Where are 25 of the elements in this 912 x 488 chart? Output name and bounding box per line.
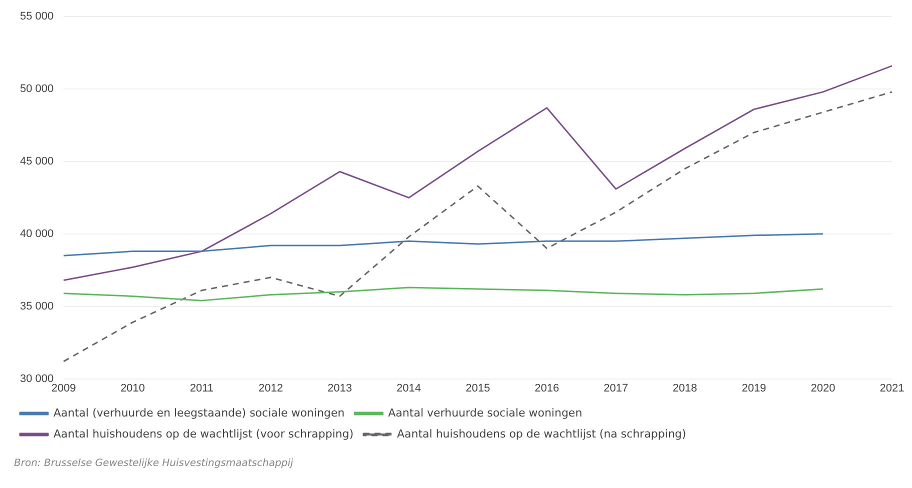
x-tick-label: 2019 bbox=[742, 382, 766, 394]
x-tick-label: 2021 bbox=[880, 382, 904, 394]
legend-label: Aantal huishoudens op de wachtlijst (na schrapping) bbox=[396, 427, 686, 440]
x-tick-label: 2016 bbox=[534, 382, 560, 394]
y-tick-label: 45 000 bbox=[20, 156, 54, 168]
x-tick-label: 2014 bbox=[396, 382, 422, 394]
y-tick-label: 55 000 bbox=[20, 10, 54, 23]
legend-label: Aantal verhuurde sociale woningen bbox=[388, 406, 582, 420]
y-tick-label: 30 000 bbox=[20, 372, 54, 385]
x-tick-label: 2020 bbox=[810, 382, 836, 394]
x-tick-label: 2012 bbox=[258, 382, 283, 394]
legend-label: Aantal huishoudens op de wachtlijst (voor schrapping) bbox=[54, 427, 354, 440]
x-tick-label: 2009 bbox=[51, 382, 76, 394]
legend-label: Aantal (verhuurde en leegstaande) sociale woningen bbox=[54, 406, 345, 420]
line-series bbox=[62, 91, 893, 362]
x-tick-label: 2013 bbox=[328, 382, 352, 394]
x-tick-label: 2015 bbox=[466, 382, 490, 394]
x-tick-label: 2011 bbox=[190, 382, 214, 394]
x-tick-label: 2018 bbox=[672, 382, 698, 394]
y-tick-label: 50 000 bbox=[20, 83, 54, 96]
text: Bron: Brusselse Gewestelijke Huisvestingsmaatschappij bbox=[14, 458, 294, 469]
y-tick-label: 40 000 bbox=[20, 228, 54, 240]
x-tick-label: 2017 bbox=[604, 382, 628, 394]
y-tick-label: 35 000 bbox=[20, 300, 54, 312]
x-tick-label: 2010 bbox=[120, 382, 145, 394]
